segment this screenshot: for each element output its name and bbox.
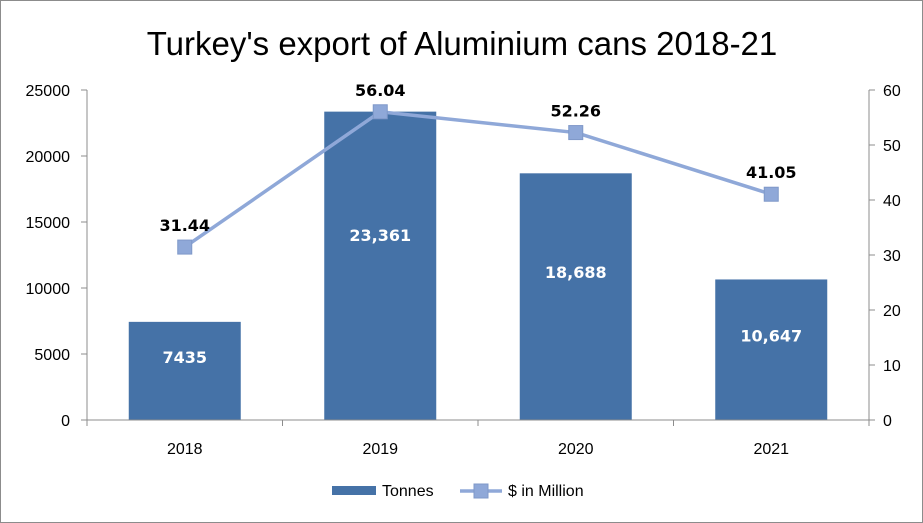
y-left-tick-label: 20000	[26, 149, 71, 166]
bar-data-label: 10,647	[740, 327, 802, 346]
plot-area: 0 5000 10000 15000 20000 25000 0 10 20 30 40 50 60 20…	[26, 81, 901, 458]
y-left-tick-label: 0	[61, 413, 70, 430]
bar-data-label: 18,688	[545, 263, 607, 282]
line-data-label: 56.04	[355, 81, 406, 100]
line-point-2021	[763, 186, 779, 202]
x-tick-label: 2019	[362, 441, 398, 458]
y-right-tick-label: 20	[883, 303, 901, 320]
x-tick-label: 2020	[558, 441, 594, 458]
line-point-2020	[568, 125, 584, 141]
bar-2021	[715, 279, 828, 420]
y-left-tick-label: 15000	[26, 215, 71, 232]
y-right-tick-label: 10	[883, 358, 901, 375]
chart-title: Turkey's export of Aluminium cans 2018-2…	[147, 25, 778, 62]
line-series-usd	[183, 110, 772, 249]
y-left-tick-label: 5000	[34, 347, 70, 364]
line-data-label: 52.26	[550, 102, 601, 121]
bar-data-label: 23,361	[349, 226, 411, 245]
y-right-tick-label: 60	[883, 83, 901, 100]
y-left-tick-label: 10000	[26, 281, 71, 298]
y-right-tick-label: 40	[883, 193, 901, 210]
legend-label-usd: $ in Million	[508, 483, 584, 500]
y-right-tick-label: 50	[883, 138, 901, 155]
legend: Tonnes $ in Million	[332, 483, 584, 500]
line-point-2018	[177, 239, 193, 255]
bar-data-label: 7435	[162, 348, 207, 367]
line-data-label: 41.05	[746, 163, 797, 182]
y-left-tick-label: 25000	[26, 83, 71, 100]
x-tick-label: 2021	[753, 441, 789, 458]
legend-swatch-tonnes	[332, 486, 376, 495]
bar-2019	[324, 111, 437, 420]
legend-marker-usd	[473, 483, 489, 499]
y-right-tick-label: 0	[883, 413, 892, 430]
x-tick-label: 2018	[167, 441, 203, 458]
y-right-tick-label: 30	[883, 248, 901, 265]
line-point-2019	[372, 104, 388, 120]
legend-label-tonnes: Tonnes	[382, 483, 434, 500]
bar-2020	[519, 173, 632, 420]
bar-2018	[128, 321, 241, 420]
line-data-label: 31.44	[159, 216, 210, 235]
